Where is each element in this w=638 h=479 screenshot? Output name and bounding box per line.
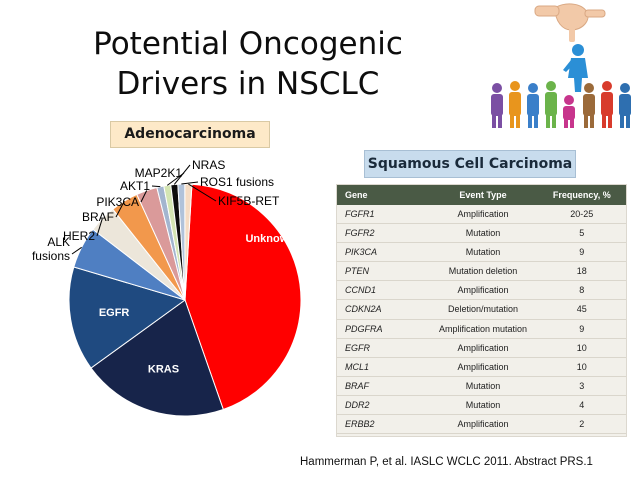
table-row: PDGFRA Amplification mutation 9 [337, 320, 626, 339]
pie-label-unknown: Unknown [245, 233, 295, 245]
cell-event: Mutation deletion [448, 266, 518, 277]
header-event-type: Event Type [459, 190, 507, 200]
table-row: DDR2 Mutation 4 [337, 396, 626, 416]
picked-person-icon [563, 44, 588, 92]
cell-event: Amplification [457, 285, 509, 296]
cell-event: Mutation [465, 228, 501, 239]
cell-event: Deletion/mutation [447, 304, 519, 315]
leader-line [166, 172, 185, 186]
pie-label-akt1: AKT1 [120, 179, 150, 193]
cell-frequency: 8 [579, 285, 585, 296]
cell-event: Amplification [457, 419, 509, 430]
cell-frequency: 20-25 [570, 209, 594, 219]
cell-event: Amplification mutation [438, 323, 528, 334]
pie-slices [68, 183, 302, 417]
header-frequency: Frequency, % [552, 190, 611, 200]
squamous-label: Squamous Cell Carcinoma [364, 150, 576, 178]
cell-gene: FGFR1 [345, 209, 375, 219]
cell-gene: CDKN2A [345, 304, 382, 315]
pie-slice-unknown [184, 183, 302, 411]
pie-label-her2: HER2 [63, 229, 95, 243]
pie-label-alk-fusions: ALK fusions [32, 235, 70, 263]
leader-line [181, 181, 199, 185]
cell-gene: ERBB2 [345, 419, 375, 430]
cell-frequency: 3 [579, 380, 585, 391]
pie-label-ros1-fusions: ROS1 fusions [200, 175, 274, 189]
table-row: CDKN2A Deletion/mutation 45 [337, 300, 626, 320]
cell-gene: PIK3CA [345, 247, 378, 258]
table-row: PIK3CA Mutation 9 [337, 243, 626, 263]
cell-frequency: 18 [576, 266, 587, 277]
pie-label-kras: KRAS [148, 364, 179, 376]
cell-gene: FGFR2 [345, 228, 375, 239]
pie-label-egfr: EGFR [99, 307, 130, 319]
table-row: MCL1 Amplification 10 [337, 358, 626, 377]
cell-frequency: 4 [579, 399, 585, 410]
pie-label-pik3ca: PIK3CA [96, 195, 139, 209]
leader-line [115, 200, 125, 218]
table-row: FGFR1 Amplification 20-25 [337, 205, 626, 225]
pie-label-kif5b-ret: KIF5B-RET [218, 194, 280, 208]
pie-slice-kras [90, 299, 224, 417]
table-row: BRAF Mutation 3 [337, 377, 626, 396]
header-gene: Gene [345, 190, 368, 200]
cell-frequency: 2 [579, 419, 585, 430]
leader-line [71, 246, 82, 255]
cell-gene: PTEN [345, 266, 370, 277]
cell-event: Mutation [465, 380, 501, 391]
leader-line [173, 164, 191, 185]
table-row: EGFR Amplification 10 [337, 339, 626, 358]
squamous-gene-table: Gene Event Type Frequency, % FGFR1 Amplif… [336, 184, 627, 437]
cell-gene: DDR2 [345, 399, 370, 410]
table-row: ERBB2 Amplification 2 [337, 415, 626, 435]
pie-label-braf: BRAF [82, 210, 114, 224]
leader-line [96, 218, 103, 237]
cell-gene: BRAF [345, 380, 370, 391]
pie-label-map2k1: MAP2K1 [135, 166, 183, 180]
cell-gene: MCL1 [345, 361, 370, 372]
cell-gene: PDGFRA [345, 323, 383, 334]
title-line-2: Drivers in NSCLC [116, 66, 380, 102]
cell-gene: EGFR [345, 342, 371, 353]
adenocarcinoma-label: Adenocarcinoma [110, 121, 270, 148]
cell-frequency: 9 [579, 247, 585, 258]
cell-event: Amplification [457, 361, 509, 372]
pie-leader-lines [71, 164, 217, 255]
citation: Hammerman P, et al. IASLC WCLC 2011. Abs… [300, 456, 593, 468]
pie-slice-egfr [68, 266, 187, 369]
crowd-icons [491, 81, 631, 128]
cell-gene: CCND1 [345, 285, 377, 296]
title-line-1: Potential Oncogenic [93, 26, 403, 62]
cell-event: Mutation [465, 399, 501, 410]
cell-event: Amplification [457, 209, 509, 219]
cell-event: Mutation [465, 247, 501, 258]
leader-line [151, 185, 161, 188]
hand-icon [534, 3, 606, 42]
table-row: CCND1 Amplification 8 [337, 281, 626, 301]
table-header: Gene Event Type Frequency, % [337, 185, 626, 205]
table-row: PTEN Mutation deletion 18 [337, 262, 626, 282]
pie-label-nras: NRAS [192, 158, 225, 172]
table-row: FGFR2 Mutation 5 [337, 224, 626, 244]
leader-line [140, 190, 148, 203]
people-illustration [491, 3, 631, 128]
page-title: Potential Oncogenic Drivers in NSCLC [88, 24, 408, 104]
cell-event: Amplification [457, 342, 509, 353]
cell-frequency: 10 [576, 361, 587, 372]
cell-frequency: 9 [579, 323, 585, 334]
leader-line [188, 183, 217, 202]
cell-frequency: 5 [579, 228, 585, 239]
cell-frequency: 45 [576, 304, 587, 315]
cell-frequency: 10 [576, 342, 587, 353]
